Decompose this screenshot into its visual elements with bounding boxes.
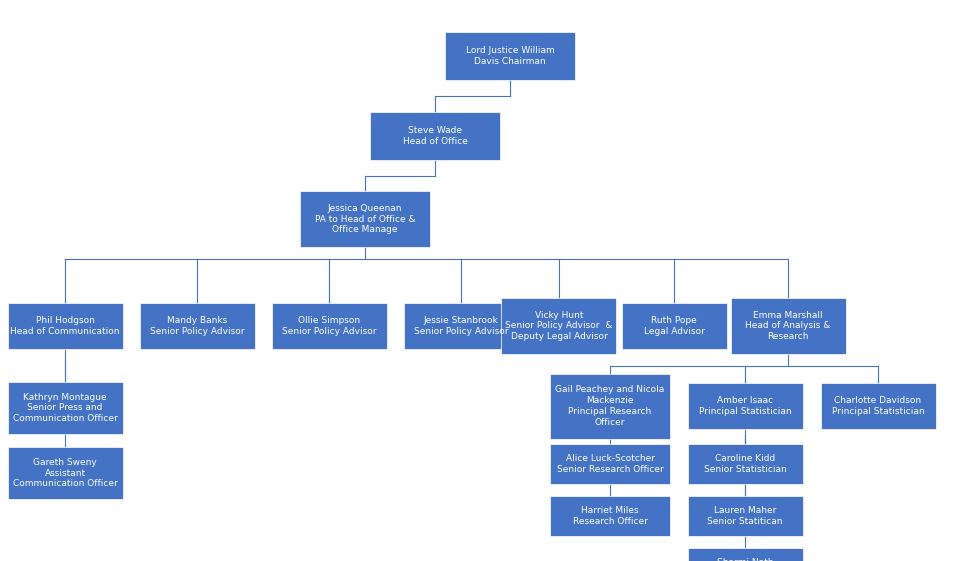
Text: Mandy Banks
Senior Policy Advisor: Mandy Banks Senior Policy Advisor (150, 316, 244, 336)
Text: Jessie Stanbrook
Senior Policy Advisor: Jessie Stanbrook Senior Policy Advisor (414, 316, 508, 336)
FancyBboxPatch shape (688, 444, 802, 484)
Text: Lord Justice William
Davis Chairman: Lord Justice William Davis Chairman (466, 46, 554, 66)
Text: Gail Peachey and Nicola
Mackenzie
Principal Research
Officer: Gail Peachey and Nicola Mackenzie Princi… (556, 385, 665, 426)
Text: Kathryn Montague
Senior Press and
Communication Officer: Kathryn Montague Senior Press and Commun… (12, 393, 117, 423)
Text: Lauren Maher
Senior Statitican: Lauren Maher Senior Statitican (708, 506, 783, 526)
Text: Phil Hodgson
Head of Communication: Phil Hodgson Head of Communication (11, 316, 119, 336)
FancyBboxPatch shape (550, 374, 670, 439)
FancyBboxPatch shape (370, 112, 500, 160)
Text: Harriet Miles
Research Officer: Harriet Miles Research Officer (573, 506, 647, 526)
FancyBboxPatch shape (820, 383, 936, 429)
FancyBboxPatch shape (688, 383, 802, 429)
FancyBboxPatch shape (8, 303, 122, 349)
Text: Amber Isaac
Principal Statistician: Amber Isaac Principal Statistician (699, 396, 792, 416)
Text: Vicky Hunt
Senior Policy Advisor  &
Deputy Legal Advisor: Vicky Hunt Senior Policy Advisor & Deput… (505, 311, 613, 341)
FancyBboxPatch shape (550, 444, 670, 484)
Text: Charlotte Davidson
Principal Statistician: Charlotte Davidson Principal Statisticia… (832, 396, 924, 416)
FancyBboxPatch shape (731, 298, 845, 354)
FancyBboxPatch shape (501, 298, 617, 354)
FancyBboxPatch shape (8, 447, 122, 499)
FancyBboxPatch shape (688, 496, 802, 536)
Text: Jessica Queenan
PA to Head of Office &
Office Manage: Jessica Queenan PA to Head of Office & O… (315, 204, 415, 234)
Text: Alice Luck-Scotcher
Senior Research Officer: Alice Luck-Scotcher Senior Research Offi… (557, 454, 664, 474)
Text: Gareth Sweny
Assistant
Communication Officer: Gareth Sweny Assistant Communication Off… (12, 458, 117, 488)
FancyBboxPatch shape (271, 303, 387, 349)
Text: Ruth Pope
Legal Advisor: Ruth Pope Legal Advisor (644, 316, 705, 336)
FancyBboxPatch shape (300, 191, 430, 247)
Text: Ollie Simpson
Senior Policy Advisor: Ollie Simpson Senior Policy Advisor (282, 316, 376, 336)
Text: Caroline Kidd
Senior Statistician: Caroline Kidd Senior Statistician (704, 454, 786, 474)
Text: Emma Marshall
Head of Analysis &
Research: Emma Marshall Head of Analysis & Researc… (745, 311, 831, 341)
FancyBboxPatch shape (622, 303, 727, 349)
Text: Sharmi Nath
Senior Statistician: Sharmi Nath Senior Statistician (704, 558, 786, 561)
FancyBboxPatch shape (688, 548, 802, 561)
FancyBboxPatch shape (445, 32, 575, 80)
FancyBboxPatch shape (404, 303, 519, 349)
FancyBboxPatch shape (8, 382, 122, 434)
FancyBboxPatch shape (550, 496, 670, 536)
Text: Steve Wade
Head of Office: Steve Wade Head of Office (403, 126, 467, 146)
FancyBboxPatch shape (139, 303, 254, 349)
